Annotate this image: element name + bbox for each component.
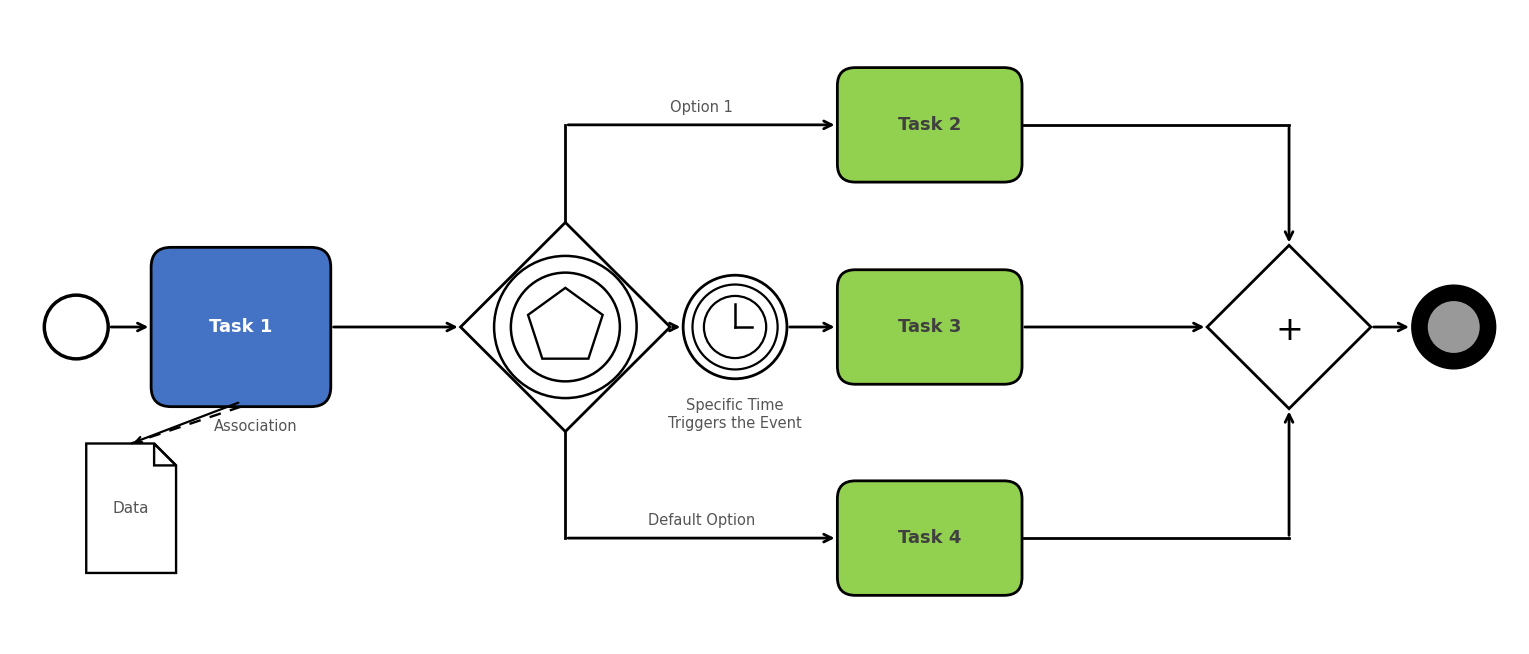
Text: Task 3: Task 3 [898,318,962,336]
Circle shape [1411,285,1495,369]
Circle shape [703,296,766,358]
Text: Task 4: Task 4 [898,529,962,547]
Text: Specific Time
Triggers the Event: Specific Time Triggers the Event [668,398,801,431]
Circle shape [494,256,636,398]
Text: +: + [1275,314,1303,347]
Circle shape [683,275,787,379]
FancyBboxPatch shape [151,247,330,407]
Text: Task 1: Task 1 [209,318,272,336]
Text: Data: Data [113,501,150,516]
Polygon shape [86,443,176,573]
Text: Task 2: Task 2 [898,116,962,134]
Text: Option 1: Option 1 [670,100,732,115]
Text: Association: Association [214,419,298,434]
FancyBboxPatch shape [838,67,1021,182]
FancyBboxPatch shape [838,269,1021,385]
FancyBboxPatch shape [838,481,1021,595]
Text: Default Option: Default Option [648,513,755,528]
Circle shape [1428,301,1480,353]
